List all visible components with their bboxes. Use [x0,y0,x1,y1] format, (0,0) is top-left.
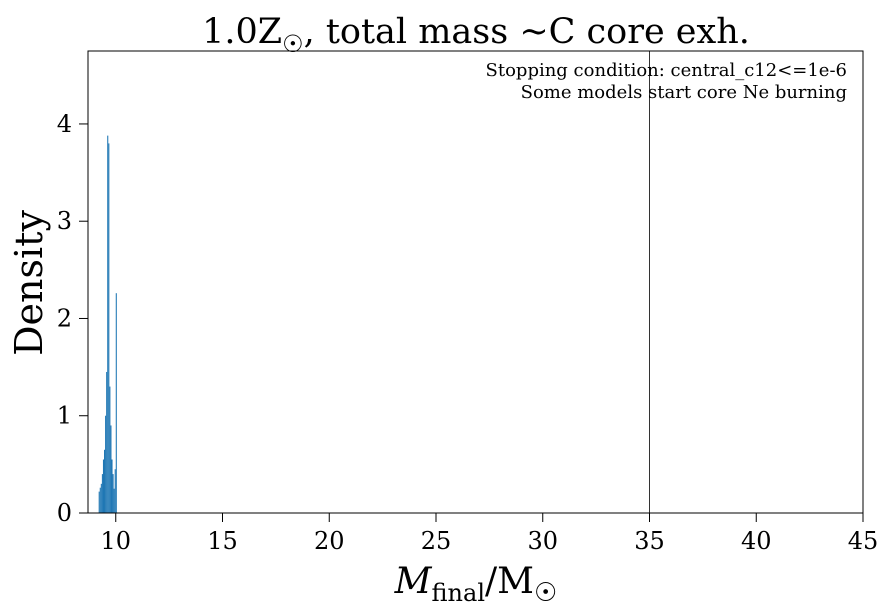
histogram-bars [98,135,117,513]
x-axis-ticks: 10 15 20 25 30 35 40 45 [100,513,878,555]
histogram-bar [108,143,110,513]
y-tick-label: 3 [57,207,72,235]
histogram-bar [107,135,109,513]
histogram-bar [115,293,117,513]
plot-frame [87,50,864,514]
x-axis-label: Mfinal/M☉ [394,561,558,608]
annotation-ne-burning: Some models start core Ne burning [521,82,847,103]
histogram-bar [111,459,113,513]
histogram-bar [98,491,100,513]
histogram-bar [99,487,101,513]
x-tick-label: 40 [741,527,772,555]
annotation-stopping-condition: Stopping condition: central_c12<=1e-6 [486,60,847,81]
y-axis-ticks: 0 1 2 3 4 [57,110,88,527]
histogram-bar [109,386,111,513]
chart-title: 1.0Z☉, total mass ~C core exh. [202,12,750,58]
y-tick-label: 4 [57,110,72,138]
histogram-bar [110,425,112,513]
x-tick-label: 20 [314,527,345,555]
histogram-bar [106,371,108,513]
histogram-bar [101,474,103,513]
histogram-bar [112,474,114,513]
x-tick-label: 35 [634,527,665,555]
y-axis-label: Density [7,210,51,356]
histogram-bar [100,483,102,513]
y-tick-label: 2 [57,304,72,332]
histogram-bar [114,469,116,513]
x-tick-label: 15 [207,527,238,555]
histogram-bar [102,459,105,513]
histogram-bar [104,449,106,513]
y-tick-label: 1 [57,402,72,430]
histogram-bar [113,488,115,513]
histogram-bar [105,415,107,513]
x-tick-label: 30 [527,527,558,555]
x-tick-label: 10 [100,527,131,555]
x-tick-label: 45 [848,527,879,555]
x-tick-label: 25 [421,527,452,555]
y-tick-label: 0 [57,499,72,527]
